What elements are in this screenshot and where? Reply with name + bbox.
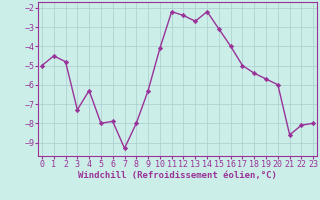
X-axis label: Windchill (Refroidissement éolien,°C): Windchill (Refroidissement éolien,°C) — [78, 171, 277, 180]
